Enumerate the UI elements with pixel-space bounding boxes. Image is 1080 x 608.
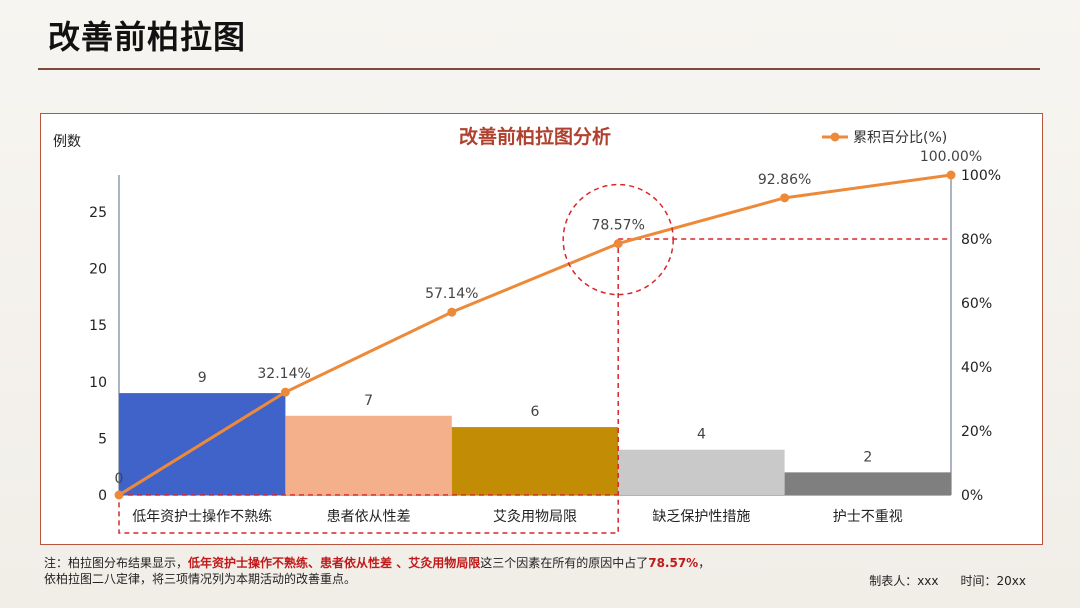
- category-label: 艾灸用物局限: [493, 509, 577, 525]
- cumulative-label: 100.00%: [920, 149, 982, 165]
- left-tick-label: 20: [89, 262, 107, 278]
- bar: [784, 472, 951, 495]
- cumulative-label: 92.86%: [758, 172, 811, 188]
- highlight-box: [118, 494, 619, 534]
- right-tick-label: 80%: [961, 232, 992, 248]
- left-tick-label: 0: [98, 488, 107, 504]
- chart-title: 改善前柏拉图分析: [459, 125, 611, 148]
- cumulative-point: [780, 193, 790, 203]
- highlight-circle: [562, 183, 674, 296]
- cumulative-label: 32.14%: [257, 366, 310, 382]
- cumulative-label: 57.14%: [425, 286, 478, 302]
- left-axis-label: 例数: [53, 134, 81, 150]
- note-middle: 这三个因素在所有的原因中占了: [480, 556, 649, 570]
- footer-maker: 制表人：xxx: [869, 574, 939, 588]
- cumulative-label: 78.57%: [592, 218, 645, 234]
- bar: [618, 449, 785, 495]
- note-suffix: ，: [698, 556, 711, 570]
- bar-value-label: 6: [531, 404, 540, 420]
- note-percent: 78.57%: [648, 556, 699, 570]
- category-label: 缺乏保护性措施: [652, 509, 750, 525]
- cumulative-point: [447, 307, 457, 317]
- legend-marker: [830, 132, 840, 142]
- cumulative-point: [280, 387, 290, 397]
- note-highlight: 低年资护士操作不熟练、患者依从性差 、艾灸用物局限: [188, 556, 481, 570]
- bar-value-label: 2: [863, 449, 872, 465]
- note-prefix: 注：柏拉图分布结果显示，: [44, 556, 189, 570]
- bar-value-label: 4: [697, 427, 706, 443]
- footer: 制表人：xxx 时间：20xx: [847, 572, 1026, 589]
- footer-time: 时间：20xx: [960, 574, 1026, 588]
- left-tick-label: 25: [89, 205, 107, 221]
- right-tick-label: 0%: [961, 488, 983, 504]
- legend-label: 累积百分比(%): [853, 130, 947, 146]
- bar-value-label: 9: [198, 370, 207, 386]
- left-tick-label: 5: [98, 431, 107, 447]
- note-line2: 依柏拉图二八定律，将三项情况列为本期活动的改善重点。: [44, 572, 357, 586]
- bar-value-label: 7: [364, 393, 373, 409]
- right-tick-label: 100%: [961, 168, 1001, 184]
- cumulative-point: [114, 490, 124, 500]
- left-tick-label: 15: [89, 318, 107, 334]
- category-label: 护士不重视: [833, 509, 903, 525]
- cumulative-label: 0: [115, 471, 124, 487]
- left-tick-label: 10: [89, 375, 107, 391]
- category-label: 低年资护士操作不熟练: [132, 509, 272, 525]
- right-tick-label: 40%: [961, 360, 992, 376]
- bar: [451, 427, 619, 495]
- right-tick-label: 60%: [961, 296, 992, 312]
- bar: [285, 415, 452, 495]
- cumulative-point: [946, 170, 956, 180]
- category-label: 患者依从性差: [327, 509, 411, 525]
- cumulative-line: [118, 173, 952, 497]
- chart-note: 注：柏拉图分布结果显示，低年资护士操作不熟练、患者依从性差 、艾灸用物局限这三个…: [44, 555, 710, 587]
- cumulative-point: [613, 239, 623, 249]
- right-tick-label: 20%: [961, 424, 992, 440]
- title-rule: [38, 68, 1040, 70]
- page-title: 改善前柏拉图: [48, 18, 247, 56]
